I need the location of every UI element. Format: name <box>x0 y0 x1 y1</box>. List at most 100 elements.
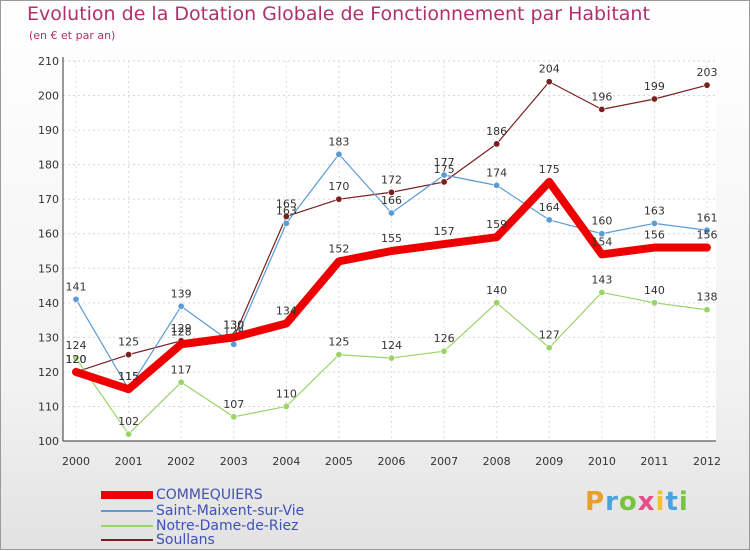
legend-swatch <box>101 491 153 499</box>
data-point <box>598 230 606 238</box>
data-label: 183 <box>328 135 349 148</box>
data-label: 143 <box>591 273 612 286</box>
y-tick-label: 110 <box>38 400 59 413</box>
data-point <box>125 351 133 359</box>
legend-label: Saint-Maixent-sur-Vie <box>156 503 305 519</box>
data-point <box>72 295 80 303</box>
proxiti-logo: Proxiti <box>585 487 689 517</box>
x-tick-label: 2012 <box>693 455 721 468</box>
x-tick-label: 2002 <box>167 455 195 468</box>
data-point <box>493 181 501 189</box>
y-tick-label: 100 <box>38 435 59 448</box>
data-label: 175 <box>434 163 455 176</box>
data-label: 175 <box>539 163 560 176</box>
data-label: 186 <box>486 125 507 138</box>
data-label: 140 <box>486 284 507 297</box>
data-label: 134 <box>276 305 297 318</box>
data-point <box>335 351 343 359</box>
y-tick-label: 210 <box>38 55 59 68</box>
data-label: 130 <box>223 318 244 331</box>
data-point <box>598 288 606 296</box>
data-label: 125 <box>118 336 139 349</box>
x-tick-label: 2006 <box>378 455 406 468</box>
y-tick-label: 180 <box>38 159 59 172</box>
y-tick-label: 130 <box>38 331 59 344</box>
data-label: 120 <box>66 353 87 366</box>
data-label: 110 <box>276 387 297 400</box>
data-label: 170 <box>328 180 349 193</box>
data-label: 127 <box>539 329 560 342</box>
x-tick-label: 2007 <box>430 455 458 468</box>
data-label: 130 <box>223 318 244 331</box>
data-point <box>440 171 448 179</box>
x-tick-label: 2005 <box>325 455 353 468</box>
data-label: 177 <box>434 156 455 169</box>
data-label: 139 <box>171 287 192 300</box>
data-label: 159 <box>486 218 507 231</box>
data-point <box>230 413 238 421</box>
data-label: 203 <box>697 66 718 79</box>
data-label: 156 <box>697 229 718 242</box>
data-point <box>598 105 606 113</box>
x-tick-label: 2008 <box>483 455 511 468</box>
data-point <box>493 140 501 148</box>
data-label: 124 <box>66 339 87 352</box>
data-point <box>650 219 658 227</box>
data-point <box>387 188 395 196</box>
data-label: 102 <box>118 415 139 428</box>
x-tick-label: 2010 <box>588 455 616 468</box>
data-point <box>125 430 133 438</box>
data-label: 125 <box>328 336 349 349</box>
data-point <box>335 150 343 158</box>
data-point <box>177 302 185 310</box>
data-point <box>545 216 553 224</box>
data-label: 155 <box>381 232 402 245</box>
data-point <box>440 178 448 186</box>
data-point <box>703 81 711 89</box>
data-label: 160 <box>591 215 612 228</box>
data-point <box>493 299 501 307</box>
data-label: 163 <box>276 204 297 217</box>
data-label: 172 <box>381 173 402 186</box>
data-point <box>335 195 343 203</box>
data-label: 161 <box>697 211 718 224</box>
x-tick-label: 2003 <box>220 455 248 468</box>
x-tick-label: 2009 <box>535 455 563 468</box>
legend-label: Notre-Dame-de-Riez <box>156 518 299 534</box>
data-label: 128 <box>171 325 192 338</box>
data-label: 140 <box>644 284 665 297</box>
data-label: 166 <box>381 194 402 207</box>
data-point <box>230 340 238 348</box>
data-point <box>387 354 395 362</box>
data-point <box>703 226 711 234</box>
legend-swatch <box>101 539 153 541</box>
data-label: 141 <box>66 280 87 293</box>
legend-swatch <box>101 510 153 512</box>
data-label: 157 <box>434 225 455 238</box>
y-tick-label: 160 <box>38 228 59 241</box>
data-label: 196 <box>591 90 612 103</box>
data-label: 204 <box>539 63 560 76</box>
data-label: 107 <box>223 398 244 411</box>
data-label: 154 <box>591 235 612 248</box>
data-point <box>282 402 290 410</box>
x-tick-label: 2000 <box>62 455 90 468</box>
data-label: 117 <box>171 363 192 376</box>
data-label: 115 <box>118 370 139 383</box>
data-point <box>545 344 553 352</box>
data-label: 124 <box>381 339 402 352</box>
data-point <box>650 299 658 307</box>
data-point <box>440 347 448 355</box>
data-label: 138 <box>697 291 718 304</box>
data-point <box>282 212 290 220</box>
data-label: 129 <box>171 322 192 335</box>
data-point <box>177 378 185 386</box>
data-point <box>703 306 711 314</box>
y-tick-label: 170 <box>38 193 59 206</box>
data-label: 126 <box>434 332 455 345</box>
x-tick-label: 2011 <box>640 455 668 468</box>
x-tick-label: 2004 <box>272 455 300 468</box>
legend-label: COMMEQUIERS <box>156 487 263 503</box>
